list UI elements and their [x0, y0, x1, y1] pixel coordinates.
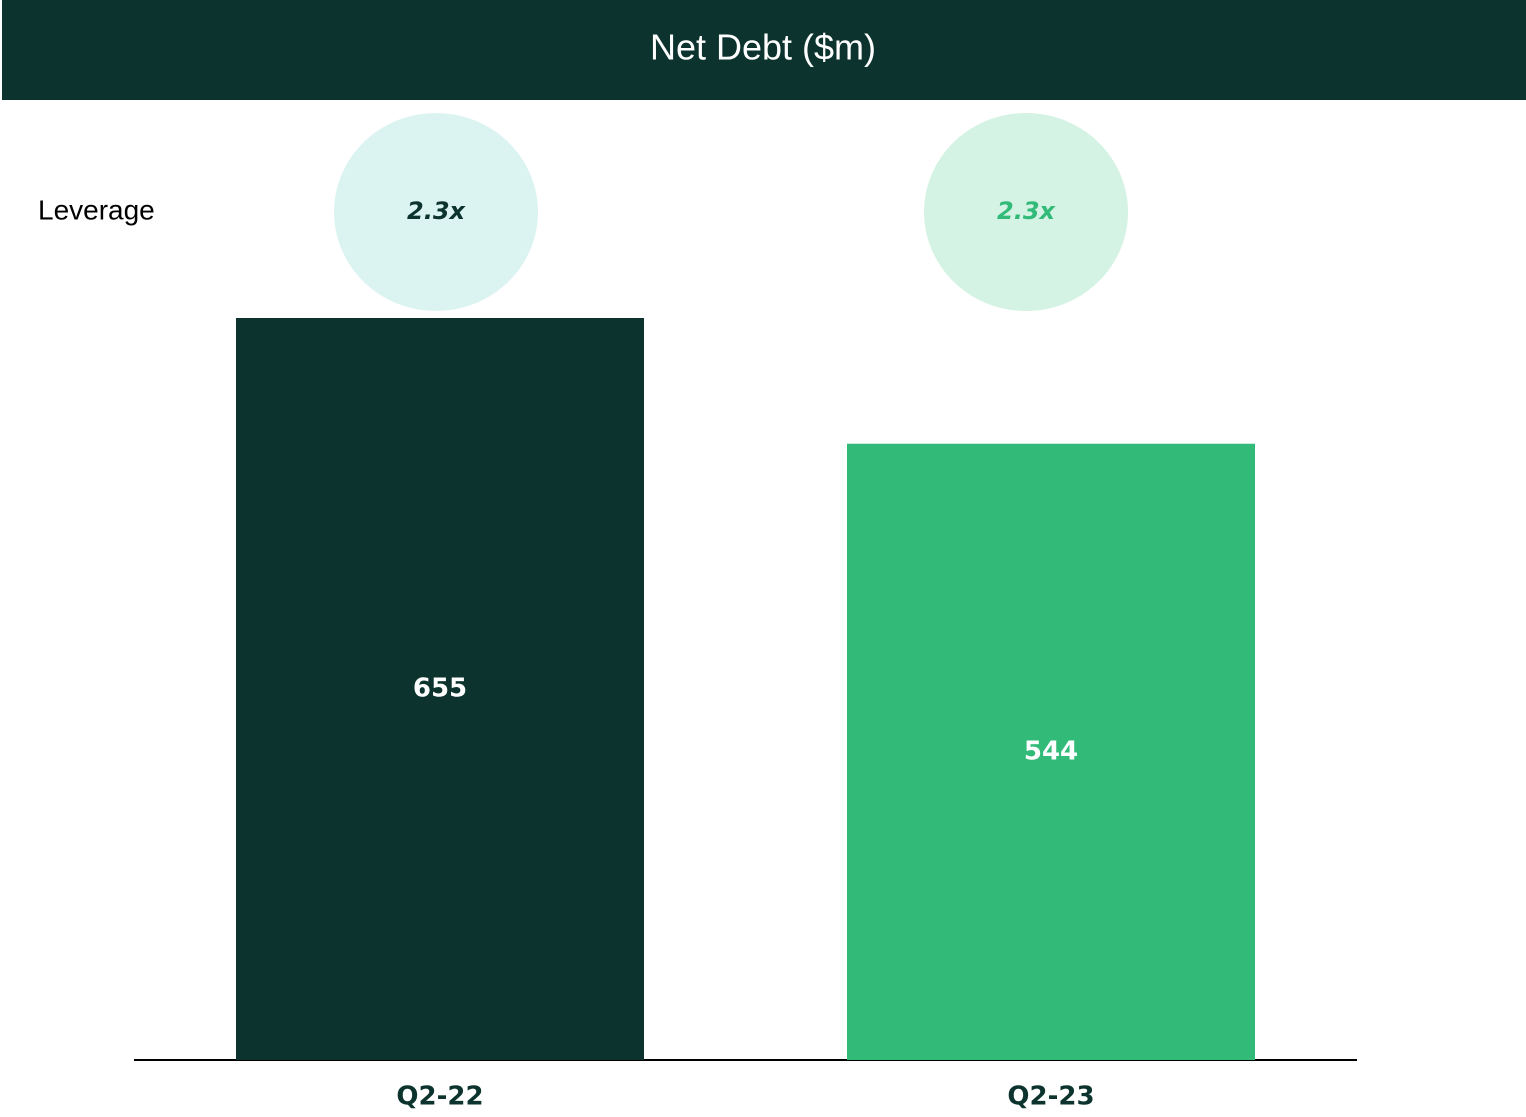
value-label: 655 — [413, 674, 467, 704]
leverage-circle — [924, 113, 1128, 311]
title-band — [2, 0, 1526, 100]
bar — [847, 443, 1255, 1060]
value-label: 544 — [1024, 736, 1078, 766]
leverage-value: 2.3x — [407, 197, 467, 225]
leverage-circle — [334, 113, 538, 311]
chart-title: Net Debt ($m) — [650, 27, 876, 68]
leverage-value: 2.3x — [997, 197, 1057, 225]
bar — [236, 318, 644, 1060]
leverage-label: Leverage — [38, 194, 155, 225]
x-tick-label: Q2-23 — [1007, 1082, 1094, 1112]
x-tick-label: Q2-22 — [396, 1082, 483, 1112]
